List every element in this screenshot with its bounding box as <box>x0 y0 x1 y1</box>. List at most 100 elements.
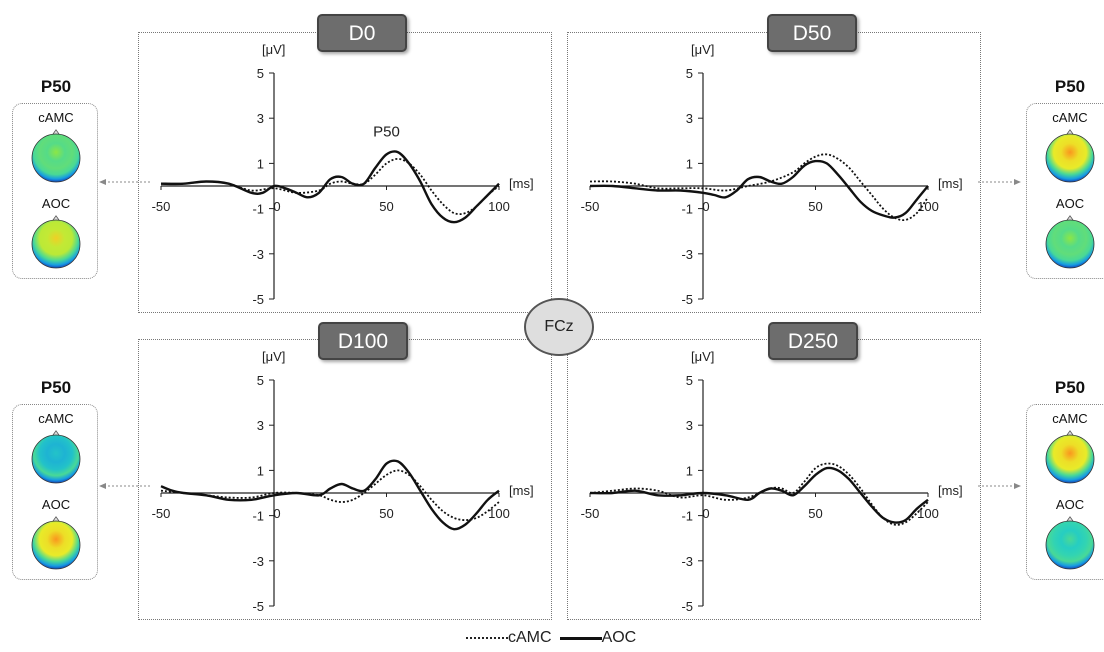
arrowhead-bottom-left <box>99 483 106 489</box>
y-tick-label: -3 <box>681 554 693 569</box>
peak-annotation: P50 <box>373 123 400 140</box>
legend-solid-line <box>559 636 602 640</box>
x-axis-unit: [ms] <box>938 176 963 191</box>
y-tick-label: -3 <box>252 247 264 262</box>
series-line-aoc <box>160 459 500 531</box>
y-tick-label: -1 <box>252 509 264 524</box>
topomap-label-camc: cAMC <box>38 110 74 125</box>
electrode-badge-fcz: FCz <box>524 298 594 356</box>
chart-d250: 5 3 1 -1 -3 -5 -50 0 50 100 [μV] [ms] <box>581 349 963 614</box>
y-tick-label: 3 <box>686 111 693 126</box>
condition-tag-d0: D0 <box>317 14 407 52</box>
x-tick-label: 0 <box>702 506 709 521</box>
topomap-title-top-left: P50 <box>40 77 72 96</box>
condition-tag-d250: D250 <box>768 322 858 360</box>
x-tick-label: -50 <box>581 506 600 521</box>
x-tick-label: 50 <box>379 199 393 214</box>
legend-label-camc: cAMC <box>508 629 552 646</box>
topomap-title-bottom-left: P50 <box>40 378 72 397</box>
topomap-title-top-right: P50 <box>1054 77 1086 96</box>
nose-marker <box>1066 215 1074 221</box>
y-tick-label: -5 <box>252 599 264 614</box>
topomap-box-top-left: cAMC AOC <box>12 103 98 279</box>
panel-d250: 5 3 1 -1 -3 -5 -50 0 50 100 [μV] [ms] <box>567 339 981 620</box>
chart-d50: 5 3 1 -1 -3 -5 -50 0 50 100 [μV] [ms] <box>581 42 963 307</box>
y-tick-label: -1 <box>252 202 264 217</box>
x-axis-unit: [ms] <box>509 483 534 498</box>
topomap-label-aoc: AOC <box>41 497 71 512</box>
y-tick-label: 1 <box>257 156 264 171</box>
scalp-surface <box>1045 219 1095 269</box>
chart-d100: 5 3 1 -1 -3 -5 -50 0 50 100 [μV] [ms] <box>152 349 534 614</box>
series-line-camc <box>160 157 500 216</box>
topomap-box-bottom-left: cAMC AOC <box>12 404 98 580</box>
panel-d0: 5 3 1 -1 -3 -5 -50 0 50 100 [μV] [ms] P50 <box>138 32 552 313</box>
scalp-surface <box>1045 520 1095 570</box>
y-tick-label: -5 <box>252 292 264 307</box>
y-tick-label: 1 <box>686 463 693 478</box>
topomap-label-camc: cAMC <box>38 411 74 426</box>
x-tick-label: 100 <box>488 199 510 214</box>
y-tick-label: -3 <box>681 247 693 262</box>
topomap-label-aoc: AOC <box>1055 196 1085 211</box>
scalp-surface <box>31 434 81 484</box>
y-axis-unit: [μV] <box>691 42 714 57</box>
arrowhead-top-left <box>99 179 106 185</box>
arrowhead-bottom-right <box>1014 483 1021 489</box>
legend: cAMC AOC <box>466 626 636 650</box>
x-tick-label: 100 <box>917 199 939 214</box>
scalp-map-camc <box>1045 129 1095 183</box>
scalp-map-aoc <box>1045 215 1095 269</box>
x-tick-label: 0 <box>273 199 280 214</box>
series-line-aoc <box>589 466 929 524</box>
y-tick-label: 5 <box>257 373 264 388</box>
condition-tag-d50: D50 <box>767 14 857 52</box>
series-line-camc <box>589 153 929 222</box>
nose-marker <box>52 430 60 436</box>
topomap-title-bottom-right: P50 <box>1054 378 1086 397</box>
series-line-aoc <box>589 159 929 219</box>
condition-tag-d100: D100 <box>318 322 408 360</box>
x-tick-label: -50 <box>152 506 171 521</box>
legend-label-aoc: AOC <box>601 629 637 646</box>
nose-marker <box>1066 430 1074 436</box>
scalp-surface <box>31 133 81 183</box>
y-tick-label: 5 <box>257 66 264 81</box>
x-tick-label: 50 <box>808 199 822 214</box>
y-tick-label: 1 <box>257 463 264 478</box>
scalp-map-camc <box>1045 430 1095 484</box>
series-line-camc <box>160 469 500 522</box>
topomap-box-bottom-right: cAMC AOC <box>1026 404 1104 580</box>
scalp-map-aoc <box>31 516 81 570</box>
y-tick-label: -1 <box>681 202 693 217</box>
arrowhead-top-right <box>1014 179 1021 185</box>
y-tick-label: 5 <box>686 66 693 81</box>
y-tick-label: -5 <box>681 599 693 614</box>
nose-marker <box>52 129 60 135</box>
nose-marker <box>52 215 60 221</box>
scalp-surface <box>31 219 81 269</box>
scalp-surface <box>1045 434 1095 484</box>
y-tick-label: 5 <box>686 373 693 388</box>
y-tick-label: 1 <box>686 156 693 171</box>
chart-d0: 5 3 1 -1 -3 -5 -50 0 50 100 [μV] [ms] P50 <box>152 42 534 307</box>
y-axis-unit: [μV] <box>691 349 714 364</box>
legend-dotted-line <box>466 637 508 639</box>
topomap-label-camc: cAMC <box>1052 110 1088 125</box>
y-tick-label: 3 <box>257 418 264 433</box>
x-tick-label: 0 <box>273 506 280 521</box>
x-tick-label: 50 <box>379 506 393 521</box>
x-tick-label: 100 <box>488 506 510 521</box>
topomap-label-aoc: AOC <box>41 196 71 211</box>
scalp-map-aoc <box>1045 516 1095 570</box>
topomap-label-aoc: AOC <box>1055 497 1085 512</box>
scalp-map-camc <box>31 129 81 183</box>
scalp-map-camc <box>31 430 81 484</box>
topomap-box-top-right: cAMC AOC <box>1026 103 1104 279</box>
nose-marker <box>52 516 60 522</box>
scalp-surface <box>1045 133 1095 183</box>
nose-marker <box>1066 516 1074 522</box>
panel-d100: 5 3 1 -1 -3 -5 -50 0 50 100 [μV] [ms] <box>138 339 552 620</box>
x-axis-unit: [ms] <box>938 483 963 498</box>
y-axis-unit: [μV] <box>262 42 285 57</box>
